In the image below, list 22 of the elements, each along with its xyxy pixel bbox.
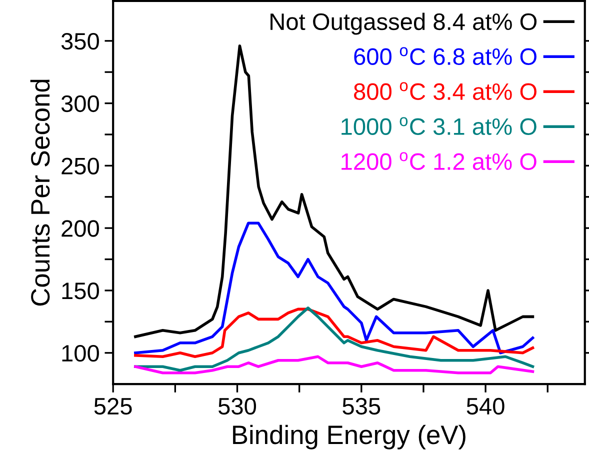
line-series: [134, 355, 534, 374]
legend-label: 1200 $^{o}$C 1.2 at% O: [342, 152, 536, 170]
y-tick-label: 100: [62, 344, 99, 362]
legend-label: 600 $^{o}$C 6.8 at% O: [354, 47, 536, 66]
y-tick-label: 300: [61, 95, 99, 112]
line-series: [134, 306, 534, 372]
y-tick-label: 250: [62, 158, 99, 174]
y-axis-title: Counts Per Second: [30, 80, 50, 306]
line-series: [134, 222, 534, 354]
legend-label: 1000 $^{o}$C 3.1 at% O: [342, 117, 536, 135]
line-series: [134, 308, 534, 358]
x-tick-label: 530: [218, 398, 256, 415]
line-series: [134, 44, 534, 338]
x-tick-label: 535: [342, 398, 380, 415]
x-tick-label: 540: [466, 398, 504, 415]
y-tick-label: 350: [61, 32, 99, 50]
legend-label: Not Outgassed 8.4 at% O: [270, 12, 537, 35]
y-tick-label: 200: [62, 220, 99, 237]
x-axis-title: Binding Energy (eV): [233, 424, 466, 450]
y-tick-label: 150: [62, 282, 99, 300]
x-tick-label: 525: [94, 398, 132, 415]
legend-label: 800 $^{o}$C 3.4 at% O: [354, 82, 536, 100]
